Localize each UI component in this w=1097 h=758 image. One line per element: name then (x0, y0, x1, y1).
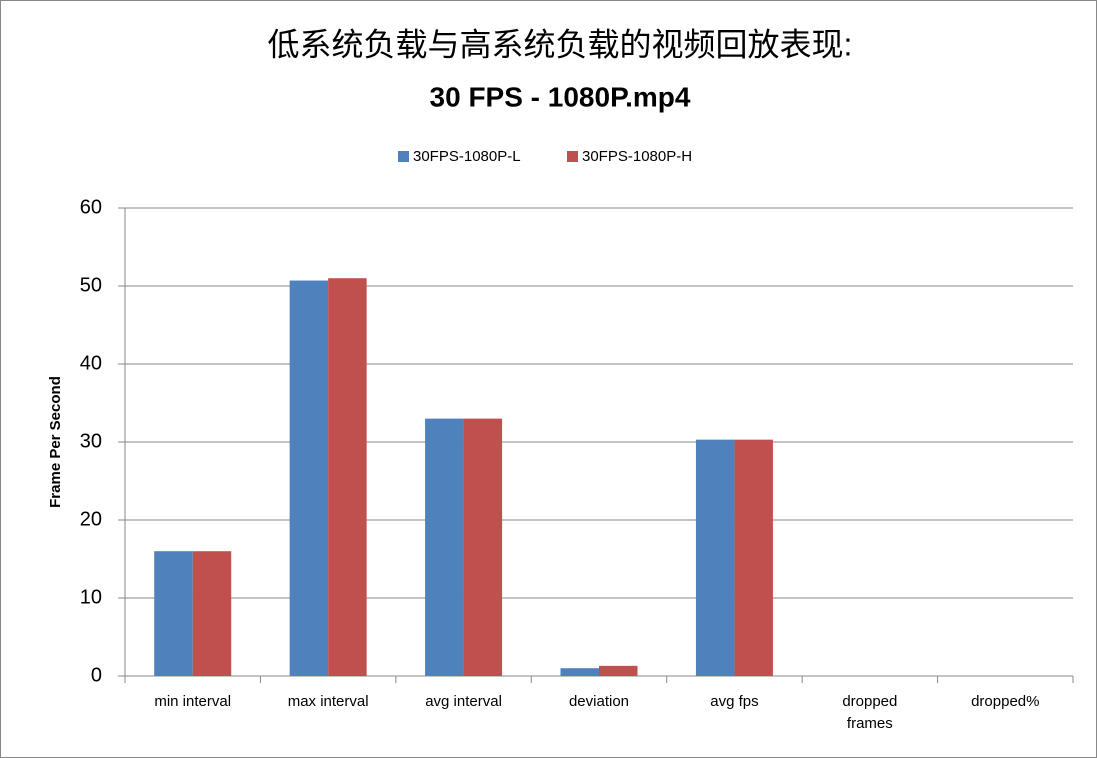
legend-swatch (567, 151, 578, 162)
x-tick-label: max interval (287, 693, 369, 710)
y-tick-label: 30 (80, 430, 102, 452)
legend-label: 30FPS-1080P-L (413, 148, 521, 165)
y-axis-label: Frame Per Second (47, 376, 64, 508)
x-tick-label: dropped% (971, 693, 1040, 710)
legend-label: 30FPS-1080P-H (582, 148, 692, 165)
bar (328, 278, 367, 676)
chart-title: 低系统负载与高系统负载的视频回放表现: (268, 26, 853, 62)
y-tick-label: 50 (80, 274, 102, 296)
legend-swatch (398, 151, 409, 162)
x-tick-label: avg interval (425, 693, 502, 710)
x-tick-label: deviation (568, 693, 630, 710)
y-tick-label: 0 (91, 664, 102, 686)
bar (463, 418, 503, 676)
bar (695, 439, 735, 676)
bar (289, 280, 329, 676)
chart-subtitle: 30 FPS - 1080P.mp4 (430, 81, 691, 112)
x-tick-label: min interval (154, 693, 232, 710)
y-tick-label: 40 (80, 352, 102, 374)
y-tick-label: 10 (80, 586, 102, 608)
bar (425, 418, 464, 676)
x-tick-label: dropped frames (842, 693, 898, 732)
bar (599, 665, 638, 676)
bar (154, 551, 193, 676)
y-tick-label: 60 (80, 196, 102, 218)
y-tick-label: 20 (80, 508, 102, 530)
bar (192, 551, 232, 676)
bar (734, 439, 773, 676)
bar (560, 668, 599, 676)
x-tick-label: avg fps (710, 693, 759, 710)
